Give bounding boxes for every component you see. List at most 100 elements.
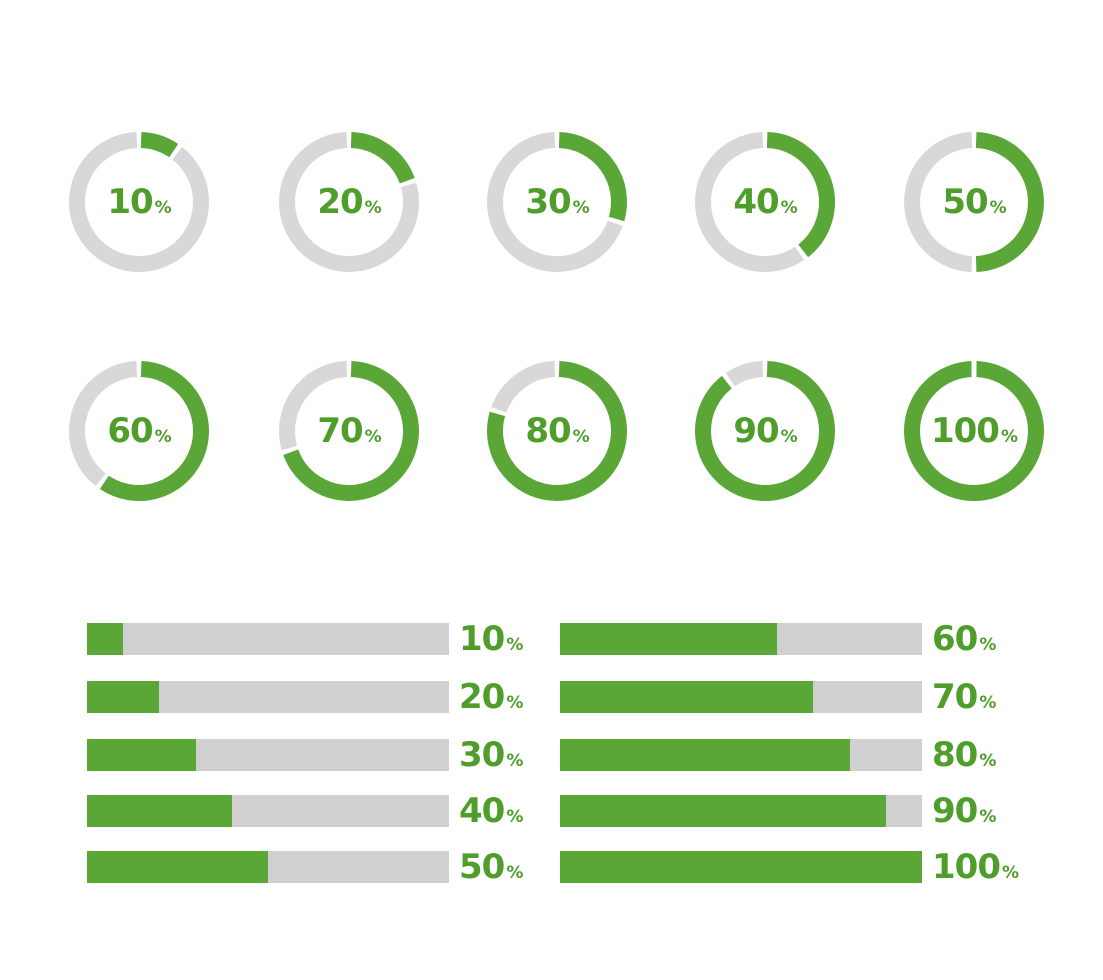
bar-fill [560,681,813,713]
ring-percent-value: 100 [930,411,1000,451]
ring-progress-arc [695,361,835,501]
ring-percent-value: 90 [733,411,779,451]
ring-track-arc [904,132,973,272]
ring-percent-value: 60 [107,411,153,451]
percent-sign: % [572,427,590,447]
bar-percent-value: 30 [459,735,505,775]
ring-progress-40: 40% [693,130,837,274]
ring-progress-30: 30% [485,130,629,274]
ring-progress-arc [487,361,627,501]
bar-percent-label: 30% [459,735,523,775]
bar-percent-value: 60 [932,619,978,659]
bar-percent-label: 10% [459,619,523,659]
ring-progress-90: 90% [693,359,837,503]
bar-track [560,681,922,713]
ring-graphic [487,132,627,272]
bar-percent-value: 100 [932,847,1001,887]
ring-progress-20: 20% [277,130,421,274]
ring-percent-label: 90% [693,359,837,503]
percent-sign: % [364,198,382,218]
ring-percent-label: 30% [485,130,629,274]
bar-percent-label: 90% [932,791,996,831]
bar-percent-label: 70% [932,677,996,717]
bar-fill [87,795,232,827]
bar-fill [560,739,850,771]
bar-progress-10: 10% [87,619,557,659]
bar-percent-label: 20% [459,677,523,717]
bar-percent-label: 100% [932,847,1019,887]
percent-sign: % [364,427,382,447]
bar-percent-value: 40 [459,791,505,831]
bar-track [560,739,922,771]
bar-fill [560,623,777,655]
ring-progress-arc [350,132,415,184]
ring-track-arc [491,361,556,413]
percent-sign: % [506,863,523,883]
percent-sign: % [979,751,996,771]
bar-percent-value: 70 [932,677,978,717]
bar-percent-value: 50 [459,847,505,887]
ring-progress-arc [99,361,209,501]
ring-percent-value: 30 [525,182,571,222]
ring-graphic [695,361,835,501]
ring-graphic [279,361,419,501]
percent-sign: % [979,635,996,655]
bar-progress-group: 10% 20% 30% 40% 50% 60% 70% 80% 90% 100% [0,600,1103,900]
ring-progress-group: 10% 20% 30% 40% 50% 60% 70% 80% 90% 100% [67,130,1046,503]
ring-percent-label: 40% [693,130,837,274]
bar-progress-30: 30% [87,735,557,775]
ring-progress-arc [140,132,179,158]
bar-progress-70: 70% [560,677,1030,717]
percent-sign: % [506,751,523,771]
bar-percent-value: 90 [932,791,978,831]
bar-track [87,681,449,713]
ring-track-arc [487,132,623,272]
ring-progress-70: 70% [277,359,421,503]
bar-progress-20: 20% [87,677,557,717]
ring-track-arc [725,361,764,387]
ring-progress-arc [766,132,835,258]
ring-graphic [695,132,835,272]
ring-percent-label: 20% [277,130,421,274]
percent-sign: % [979,693,996,713]
percent-sign: % [780,198,798,218]
percent-sign: % [154,198,172,218]
ring-percent-label: 80% [485,359,629,503]
percent-sign: % [572,198,590,218]
ring-progress-100: 100% [902,353,1046,503]
ring-percent-label: 50% [902,130,1046,274]
ring-graphic [69,132,209,272]
ring-track-arc [69,132,209,272]
ring-graphic [904,353,1044,501]
ring-graphic [487,361,627,501]
bar-percent-label: 40% [459,791,523,831]
bar-progress-100: 100% [560,847,1030,887]
bar-progress-50: 50% [87,847,557,887]
bar-fill [560,795,886,827]
ring-percent-value: 70 [317,411,363,451]
ring-progress-60: 60% [67,359,211,503]
bar-progress-90: 90% [560,791,1030,831]
percent-sign: % [506,635,523,655]
bar-percent-value: 20 [459,677,505,717]
percent-sign: % [506,807,523,827]
ring-track-arc [279,132,419,272]
ring-percent-label: 10% [67,130,211,274]
bar-percent-value: 10 [459,619,505,659]
bar-progress-80: 80% [560,735,1030,775]
ring-track-arc [279,361,348,451]
bar-fill [87,681,159,713]
ring-percent-value: 40 [733,182,779,222]
bar-track [560,623,922,655]
ring-progress-10: 10% [67,130,211,274]
bar-track [87,623,449,655]
ring-progress-arc [283,361,419,501]
ring-track-arc [69,361,138,487]
percent-sign: % [506,693,523,713]
bar-percent-label: 80% [932,735,996,775]
bar-fill [87,851,268,883]
bar-fill [87,623,123,655]
ring-percent-value: 10 [107,182,153,222]
ring-percent-label: 70% [277,359,421,503]
ring-graphic [279,132,419,272]
